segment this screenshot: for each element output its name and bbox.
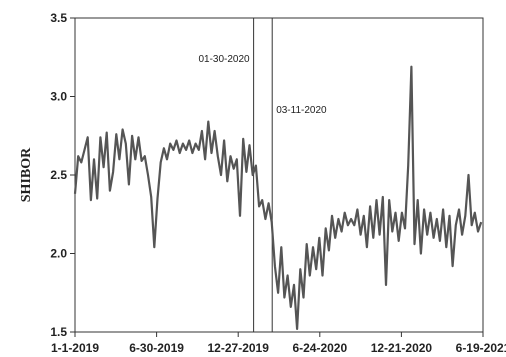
series-group	[73, 65, 483, 330]
y-tick-label: 3.5	[50, 11, 67, 25]
x-tick-label: 6-19-2021	[456, 341, 506, 355]
annotation-label: 03-11-2020	[276, 105, 327, 116]
series-line	[73, 65, 483, 330]
x-tick-label: 6-24-2020	[292, 341, 347, 355]
y-tick-label: 3.0	[50, 90, 67, 104]
annotation-label: 01-30-2020	[198, 54, 250, 65]
x-tick-label: 6-30-2019	[129, 341, 184, 355]
x-axis: 1-1-2019 6-30-2019 12-27-2019 6-24-2020 12-2…	[51, 332, 506, 355]
y-tick-label: 1.5	[50, 325, 67, 339]
y-axis-label: SHIBOR	[19, 147, 34, 202]
y-tick-label: 2.5	[50, 168, 67, 182]
x-tick-label: 12-27-2019	[208, 341, 270, 355]
x-tick-label: 1-1-2019	[51, 341, 99, 355]
annotation-lines: 01-30-2020 03-11-2020	[198, 18, 327, 332]
y-tick-label: 2.0	[50, 247, 67, 261]
x-tick-label: 12-21-2020	[371, 341, 433, 355]
y-axis: 1.5 2.0 2.5 3.0 3.5	[50, 11, 75, 339]
